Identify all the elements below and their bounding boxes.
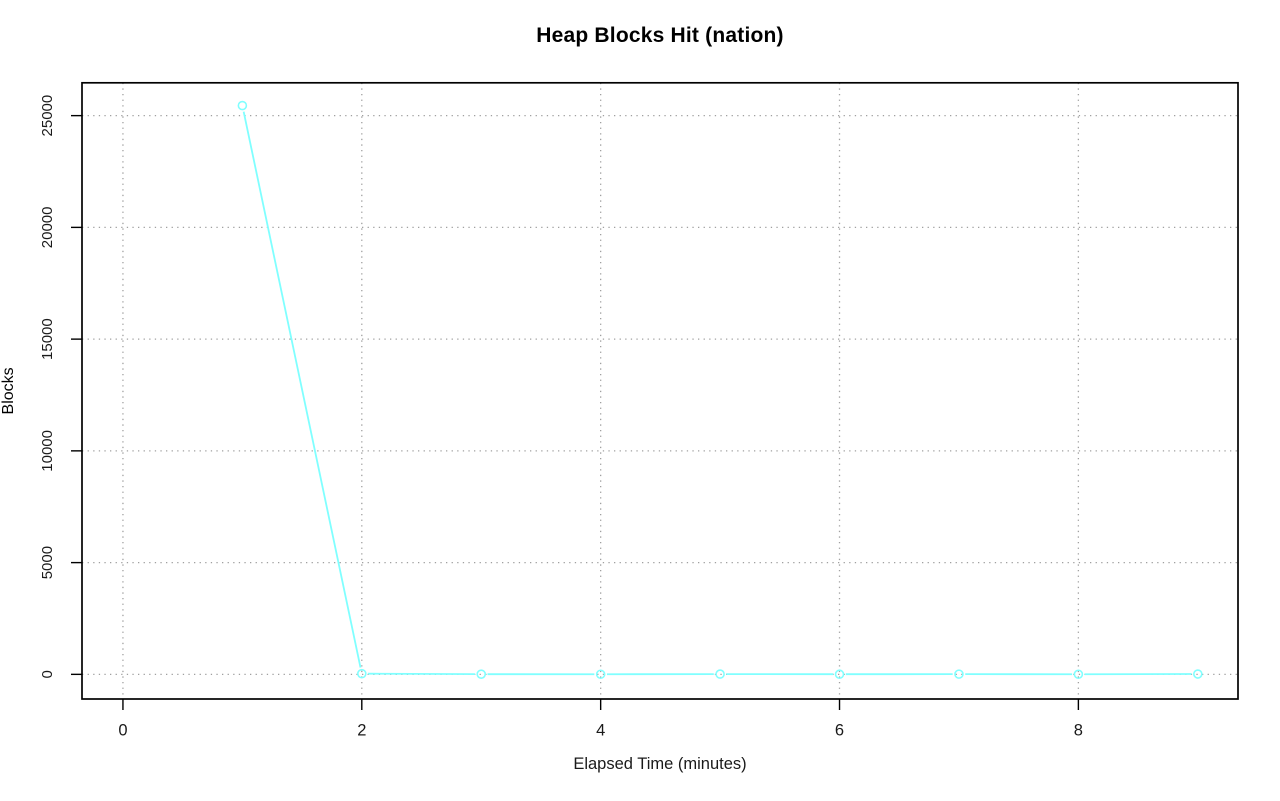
svg-text:0: 0	[118, 722, 127, 740]
svg-text:20000: 20000	[39, 207, 56, 249]
svg-text:5000: 5000	[39, 546, 56, 579]
svg-text:15000: 15000	[39, 318, 56, 360]
svg-text:6: 6	[835, 722, 844, 740]
svg-text:25000: 25000	[39, 95, 56, 137]
svg-text:4: 4	[596, 722, 605, 740]
svg-text:Blocks: Blocks	[0, 367, 17, 414]
svg-text:0: 0	[39, 670, 56, 678]
svg-text:8: 8	[1074, 722, 1083, 740]
svg-text:10000: 10000	[39, 430, 56, 472]
svg-text:2: 2	[357, 722, 366, 740]
